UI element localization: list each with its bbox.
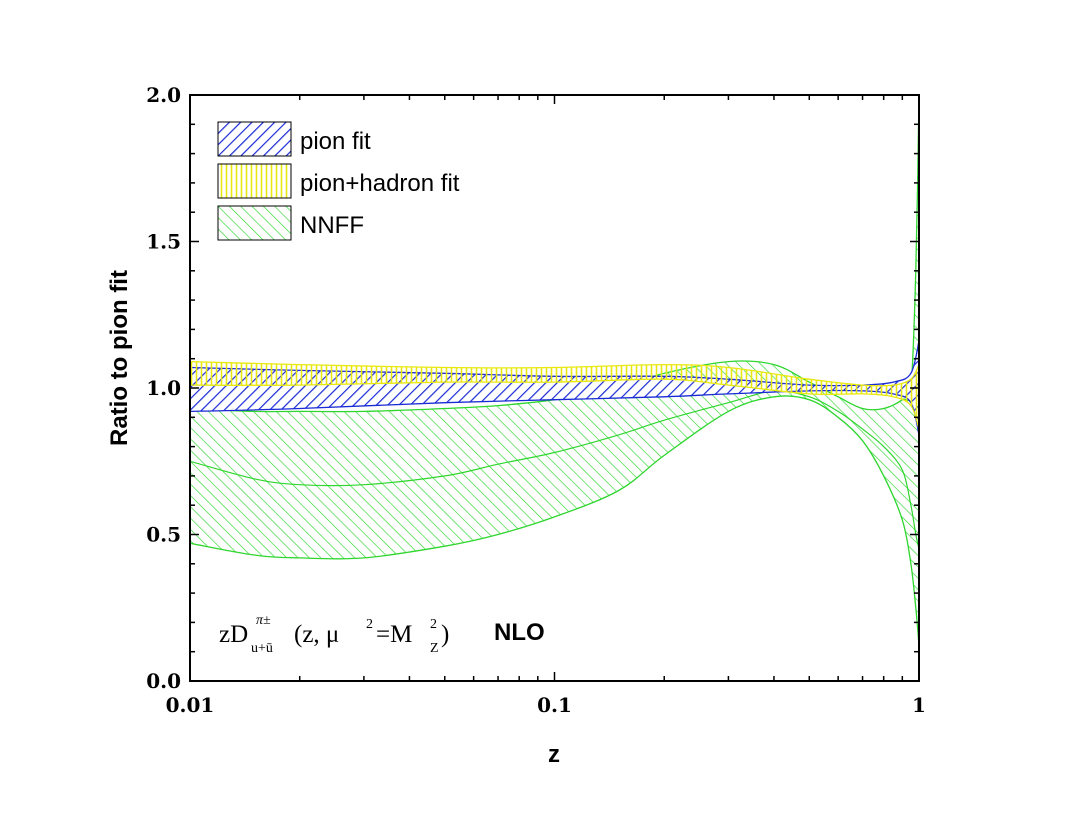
legend-item-pion-hadron-fit: pion+hadron fit (217, 163, 460, 199)
band-upper-edge-pion-hadron-fit (190, 360, 919, 387)
y-tick-label: 0.0 (146, 669, 181, 693)
legend-label-pion-fit: pion fit (300, 128, 371, 155)
annotation-mz-subscript: Z (430, 641, 439, 656)
annotation-mz-exponent: 2 (430, 617, 437, 632)
x-tick-label: 0.1 (537, 693, 572, 717)
legend-label-nnff: NNFF (300, 212, 364, 239)
x-axis-title: z (548, 741, 560, 768)
annotation-mu-exponent: 2 (366, 617, 373, 632)
annotation-subscript: u+ū (251, 641, 273, 656)
legend-swatch-pion-hadron-fit (217, 163, 292, 199)
legend-item-pion-fit: pion fit (217, 121, 371, 157)
bands-layer (190, 95, 919, 646)
y-tick-label: 2.0 (146, 83, 181, 107)
y-tick-label: 1.0 (146, 376, 181, 400)
x-tick-label: 0.01 (166, 693, 215, 717)
band-area-pion-fit (190, 341, 919, 435)
legend: pion fit pion+hadron fit NNFF (217, 121, 460, 241)
legend-label-pion-hadron-fit: pion+hadron fit (300, 170, 460, 197)
band-area-pion-hadron-fit (190, 361, 919, 429)
annotation-args-open: (z, μ (294, 621, 339, 648)
axes-layer: 0.01 0.1 1 0.0 0.5 1.0 1.5 2.0 (146, 83, 926, 717)
band-lower-edge-nnff (190, 395, 919, 646)
annotation-order: NLO (494, 619, 545, 646)
annotation-args-eq: =M (376, 621, 412, 648)
band-central-nnff (190, 390, 919, 550)
x-tick-label: 1 (912, 693, 926, 717)
annotation-args-close: ) (441, 621, 449, 648)
band-area-nnff (190, 95, 919, 646)
y-axis-title: Ratio to pion fit (106, 270, 133, 446)
annotation-superscript: π± (256, 613, 271, 628)
band-lower-edge-pion-hadron-fit (190, 378, 919, 430)
legend-swatch-pion-fit (217, 121, 292, 157)
annotation-formula: zD π± u+ū (z, μ 2 =M 2 Z ) NLO (219, 613, 545, 656)
y-tick-label: 1.5 (146, 230, 181, 254)
y-tick-label: 0.5 (146, 523, 181, 547)
band-pion-hadron-fit (190, 360, 919, 430)
legend-item-nnff: NNFF (217, 205, 364, 241)
annotation-main: zD (219, 621, 248, 648)
legend-swatch-nnff (217, 205, 292, 241)
